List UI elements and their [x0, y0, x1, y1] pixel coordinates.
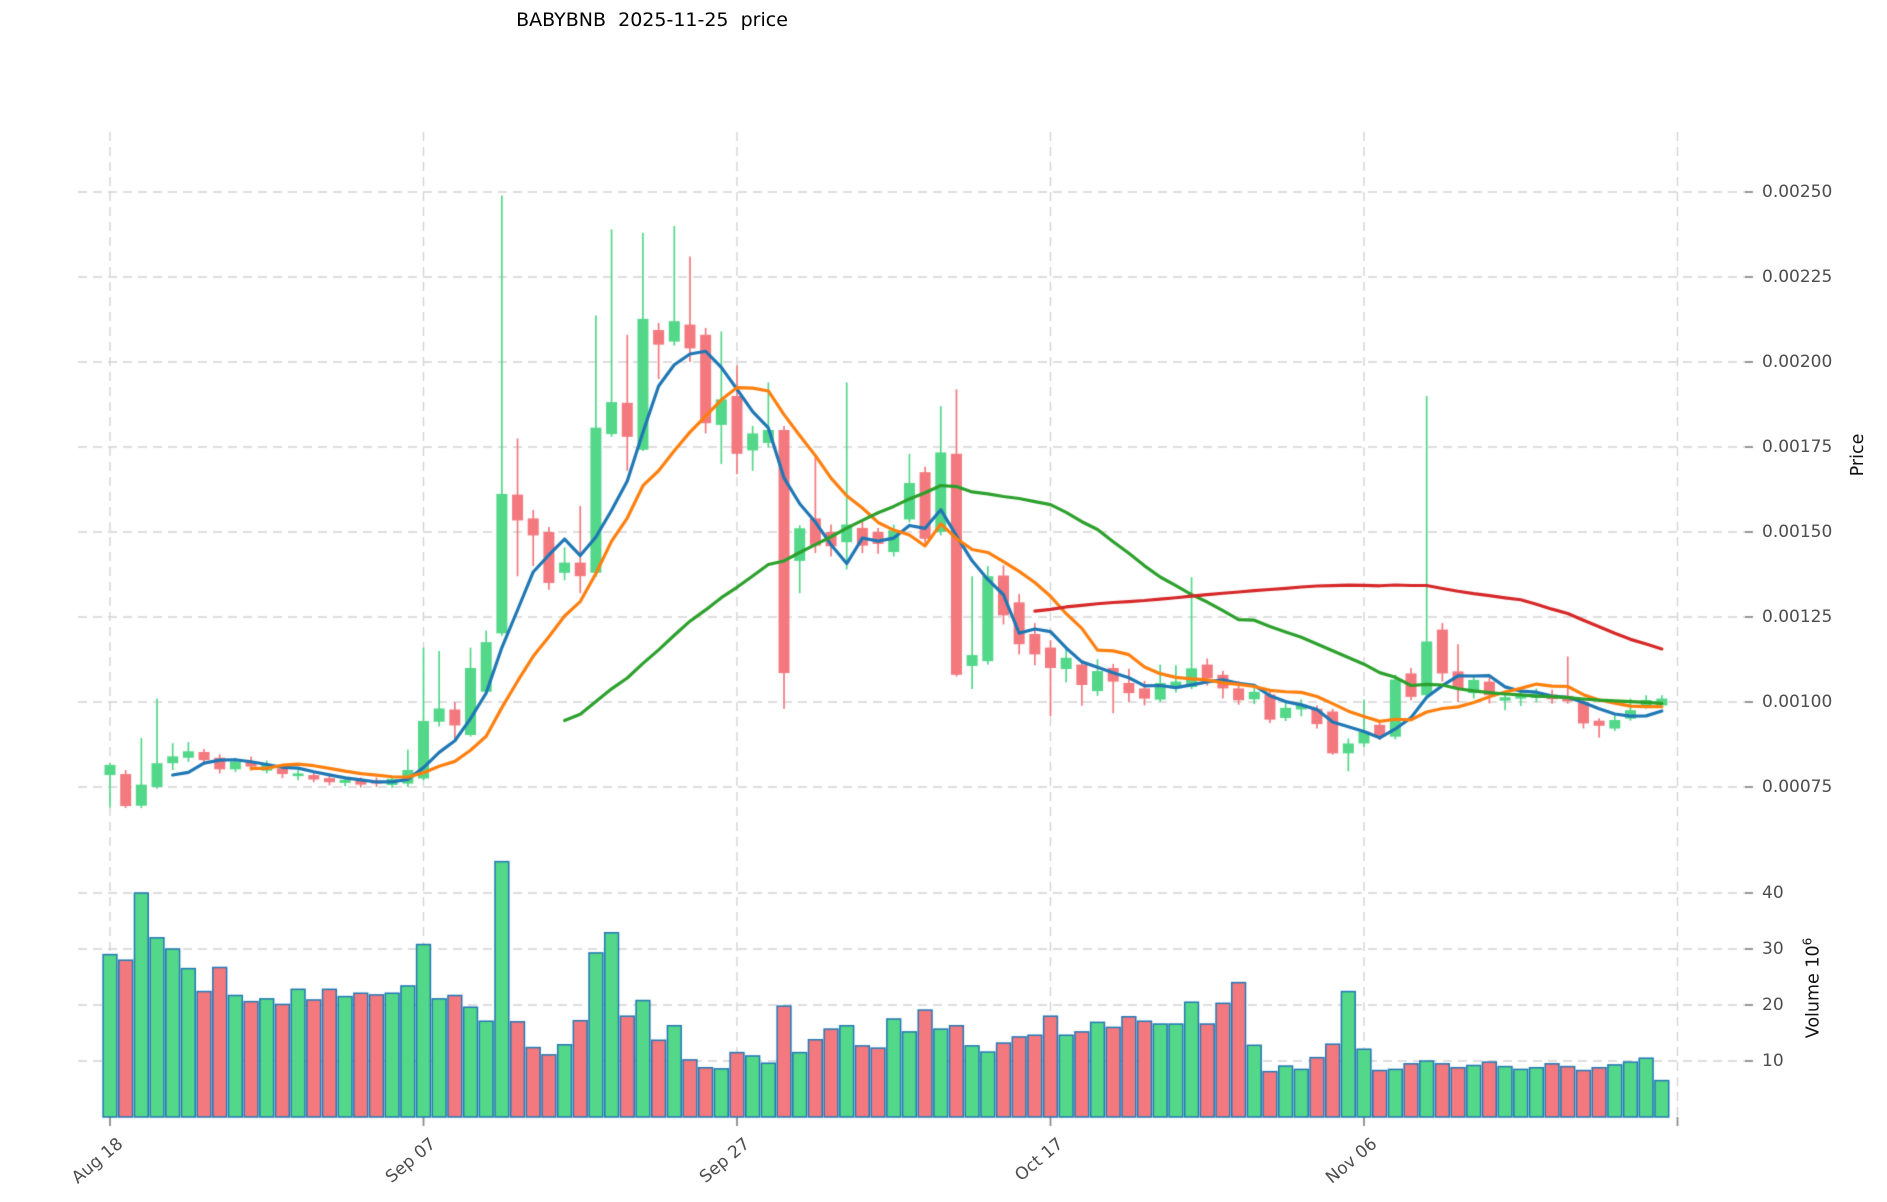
price-tick-label: 0.00100: [1762, 692, 1833, 712]
volume-tick-label: 30: [1762, 939, 1784, 959]
volume-tick-label: 20: [1762, 995, 1784, 1015]
price-tick-label: 0.00125: [1762, 607, 1833, 627]
price-tick-label: 0.00175: [1762, 437, 1833, 457]
price-tick-label: 0.00150: [1762, 522, 1833, 542]
volume-axis-label: Volume 106: [1801, 938, 1824, 1039]
price-tick-label: 0.00075: [1762, 777, 1833, 797]
price-tick-label: 0.00200: [1762, 352, 1833, 372]
chart-title: BABYBNB 2025-11-25 price: [516, 9, 788, 31]
price-axis-label: Price: [1848, 434, 1868, 477]
volume-axis-label-text: Volume 10: [1803, 945, 1824, 1039]
volume-tick-label: 40: [1762, 883, 1784, 903]
price-tick-label: 0.00250: [1762, 182, 1833, 202]
volume-tick-label: 10: [1762, 1051, 1784, 1071]
price-axis-label-text: Price: [1848, 433, 1868, 477]
volume-axis-exponent: 6: [1800, 937, 1815, 946]
price-tick-label: 0.00225: [1762, 267, 1833, 287]
